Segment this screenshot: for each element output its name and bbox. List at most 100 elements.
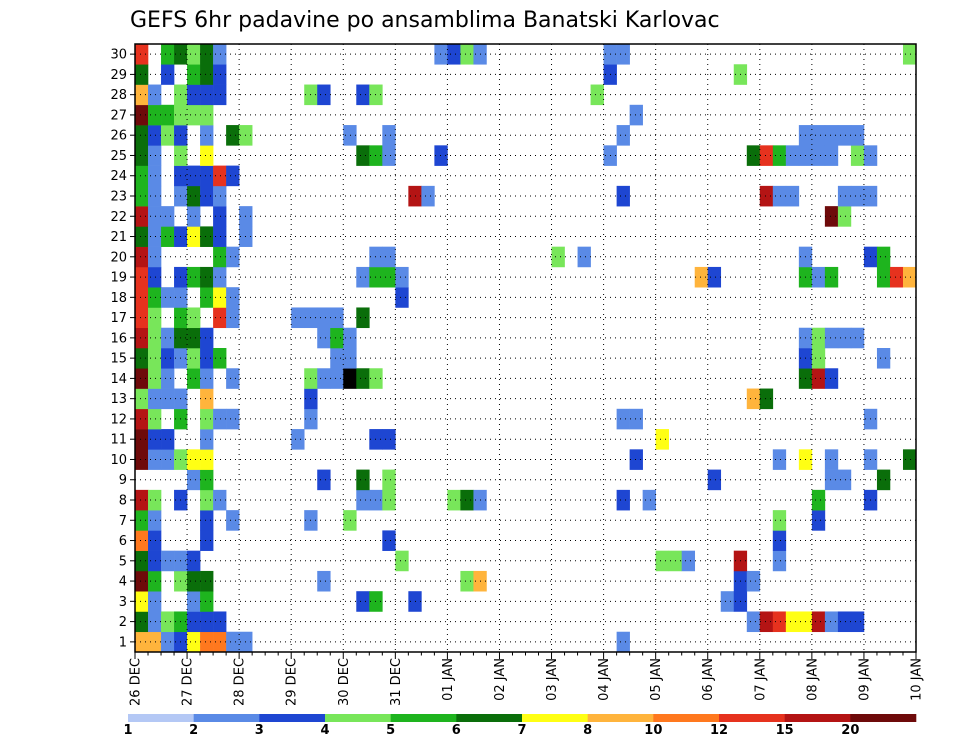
heatmap-cell	[213, 226, 227, 247]
heatmap-cell	[135, 84, 149, 106]
heatmap-cell	[135, 429, 149, 450]
heatmap-cell	[135, 145, 149, 166]
colorbar-label: 15	[776, 723, 794, 738]
heatmap-cell	[148, 611, 162, 633]
heatmap-cell	[213, 611, 227, 633]
heatmap-cell	[226, 307, 240, 329]
heatmap-cell	[824, 368, 839, 389]
heatmap-cell	[382, 266, 396, 288]
heatmap-cell	[694, 266, 709, 288]
colorbar-label: 4	[320, 723, 329, 738]
heatmap-cell	[824, 266, 839, 288]
y-tick-label: 29	[110, 68, 127, 83]
colorbar-label: 7	[517, 723, 526, 738]
heatmap-cell	[421, 185, 435, 207]
heatmap-cell	[135, 591, 149, 612]
heatmap-cell	[889, 266, 904, 288]
heatmap-cell	[850, 185, 865, 207]
heatmap-cell	[837, 611, 852, 633]
heatmap-cell	[642, 489, 656, 511]
heatmap-cell	[187, 570, 201, 592]
heatmap-cell	[772, 611, 787, 633]
heatmap-cell	[772, 550, 787, 572]
heatmap-cell	[161, 125, 175, 146]
heatmap-cell	[226, 165, 240, 187]
colorbar-label: 1	[123, 723, 132, 738]
colorbar-legend: 1 2 3 4 5 6 7 8 10 12 15 20	[123, 714, 917, 738]
heatmap-cell	[148, 185, 162, 207]
x-tick-label: 05 JAN	[649, 658, 664, 701]
heatmap-cell	[187, 226, 201, 247]
heatmap-cell	[161, 611, 175, 633]
heatmap-cell	[161, 348, 175, 369]
heatmap-cell	[161, 287, 175, 308]
heatmap-cell	[148, 348, 162, 369]
heatmap-cell	[187, 449, 201, 470]
heatmap-cell	[213, 246, 227, 268]
heatmap-cell	[200, 64, 214, 85]
heatmap-cell	[213, 307, 227, 329]
heatmap-cell	[226, 287, 240, 308]
heatmap-cell	[148, 84, 162, 106]
y-axis: 1234567891011121314151617181920212223242…	[110, 48, 135, 650]
heatmap-cell	[291, 307, 305, 329]
heatmap-cell	[343, 348, 357, 369]
heatmap-cell	[148, 449, 162, 470]
heatmap-cell	[356, 489, 370, 511]
heatmap-cell	[447, 44, 461, 65]
heatmap-cell	[811, 327, 826, 349]
heatmap-cell	[161, 226, 175, 247]
heatmap-cell	[135, 489, 149, 511]
x-tick-label: 10 JAN	[910, 658, 925, 701]
chart-title: GEFS 6hr padavine po ansamblima Banatski…	[130, 8, 720, 33]
heatmap-cell	[772, 185, 787, 207]
x-tick-label: 03 JAN	[545, 658, 560, 701]
heatmap-cell	[811, 125, 826, 146]
heatmap-cell	[356, 145, 370, 166]
heatmap-cell	[330, 307, 344, 329]
heatmap-cell	[824, 125, 839, 146]
heatmap-cell	[850, 125, 865, 146]
heatmap-cell	[317, 327, 331, 349]
heatmap-cell	[200, 611, 214, 633]
y-tick-label: 7	[119, 514, 127, 529]
heatmap-cell	[785, 185, 800, 207]
heatmap-cell	[148, 125, 162, 146]
heatmap-cell	[902, 449, 917, 470]
colorbar-swatch	[719, 714, 785, 722]
heatmap-cell	[148, 429, 162, 450]
heatmap-cell	[135, 510, 149, 531]
heatmap-cell	[447, 489, 461, 511]
heatmap-cell	[213, 287, 227, 308]
heatmap-cell	[902, 266, 917, 288]
heatmap-cell	[200, 287, 214, 308]
heatmap-cell	[772, 145, 787, 166]
heatmap-cell	[434, 44, 448, 65]
heatmap-cell	[343, 368, 357, 389]
heatmap-cell	[135, 327, 149, 349]
heatmap-cell	[187, 631, 201, 653]
x-tick-label: 26 DEC	[129, 658, 144, 706]
heatmap-cell	[434, 145, 448, 166]
heatmap-cell	[213, 185, 227, 207]
y-tick-label: 18	[110, 291, 127, 306]
colorbar-label: 6	[452, 723, 461, 738]
x-tick-label: 09 JAN	[857, 658, 872, 701]
heatmap-cell	[187, 307, 201, 329]
heatmap-cell	[785, 145, 800, 166]
heatmap-cell	[135, 266, 149, 288]
heatmap-cell	[200, 591, 214, 612]
heatmap-cell	[200, 125, 214, 146]
heatmap-cell	[200, 165, 214, 187]
colorbar-label: 10	[644, 723, 662, 738]
y-tick-label: 21	[110, 230, 127, 245]
colorbar-swatch	[390, 714, 457, 722]
heatmap-cell	[200, 266, 214, 288]
heatmap-cell	[356, 591, 370, 612]
y-tick-label: 2	[119, 615, 127, 630]
heatmap-cell	[161, 64, 175, 85]
heatmap-cell	[161, 368, 175, 389]
y-tick-label: 15	[110, 352, 127, 367]
heatmap-cell	[148, 145, 162, 166]
heatmap-cell	[213, 165, 227, 187]
